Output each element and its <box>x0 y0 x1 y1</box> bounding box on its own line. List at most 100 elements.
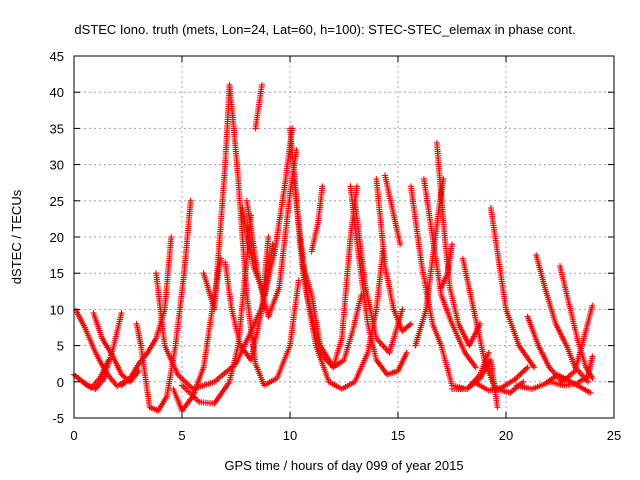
data-point <box>524 313 541 347</box>
data-point <box>436 178 447 211</box>
data-point <box>397 241 404 248</box>
data-point <box>503 306 522 347</box>
y-tick-label: 25 <box>50 194 64 209</box>
data-point <box>373 357 389 376</box>
data-point <box>79 378 93 390</box>
data-point <box>585 355 595 379</box>
data-point <box>498 377 516 391</box>
y-tick-label: 30 <box>50 158 64 173</box>
data-point <box>239 234 250 296</box>
y-tick-label: 5 <box>57 339 64 354</box>
data-point <box>174 371 195 391</box>
data-point <box>429 320 444 347</box>
data-point <box>222 259 235 311</box>
series-15 <box>243 147 300 320</box>
y-tick-label: 35 <box>50 121 64 136</box>
series-27 <box>412 176 447 349</box>
data-point <box>563 342 578 369</box>
data-point <box>407 320 414 327</box>
data-point <box>440 176 447 183</box>
data-point <box>118 310 125 317</box>
data-point <box>179 382 201 404</box>
data-point <box>258 81 265 88</box>
data-point <box>248 308 265 364</box>
data-point <box>172 272 187 349</box>
data-point <box>217 255 224 262</box>
data-point <box>155 395 169 414</box>
data-point <box>589 353 596 360</box>
data-point <box>317 342 336 369</box>
data-point <box>528 381 546 392</box>
data-point <box>287 279 302 349</box>
data-point <box>138 342 153 408</box>
data-point <box>541 284 559 325</box>
data-point <box>200 308 215 371</box>
series-14 <box>252 81 265 132</box>
data-point <box>580 386 592 395</box>
series-26 <box>433 139 484 349</box>
data-point <box>276 192 293 291</box>
data-point <box>265 286 282 320</box>
data-point <box>254 270 271 318</box>
data-point <box>587 389 594 396</box>
data-point <box>554 371 572 384</box>
data-point <box>472 364 479 371</box>
data-point <box>330 337 345 371</box>
data-point <box>300 270 319 347</box>
data-point <box>494 248 509 311</box>
series-17 <box>291 176 386 392</box>
data-point <box>438 342 455 387</box>
data-point <box>109 312 124 353</box>
data-point <box>384 368 400 378</box>
data-point <box>338 236 354 342</box>
data-point <box>196 399 216 407</box>
data-point <box>589 375 596 382</box>
x-tick-label: 15 <box>391 428 405 443</box>
data-point <box>444 243 455 277</box>
series-32 <box>470 364 531 394</box>
data-point <box>146 404 160 413</box>
data-point <box>353 183 360 190</box>
data-point <box>462 349 478 369</box>
series-29 <box>459 255 527 396</box>
series-19 <box>308 183 326 255</box>
data-point <box>535 342 552 369</box>
data-point <box>438 291 455 325</box>
series-12 <box>222 234 272 364</box>
y-tick-label: 45 <box>50 49 64 64</box>
plot-area <box>71 81 596 414</box>
data-point <box>533 252 548 289</box>
series-37 <box>546 353 596 389</box>
data-point <box>487 357 501 408</box>
x-axis-label: GPS time / hours of day 099 of year 2015 <box>224 458 463 473</box>
data-point <box>211 163 228 313</box>
data-point <box>228 306 243 347</box>
data-point <box>470 378 490 393</box>
series-31 <box>449 357 501 411</box>
data-point <box>235 176 246 238</box>
data-point <box>390 212 403 246</box>
data-point <box>181 199 194 277</box>
series-10 <box>200 81 233 313</box>
series-30 <box>487 205 538 371</box>
data-point <box>189 379 216 392</box>
data-point <box>373 250 386 313</box>
data-point <box>420 176 436 238</box>
series-11 <box>226 82 302 389</box>
series-23 <box>382 172 404 248</box>
data-point <box>477 358 493 382</box>
data-point <box>446 284 461 325</box>
data-point <box>269 241 276 248</box>
y-tick-label: -5 <box>52 411 64 426</box>
data-point <box>187 197 194 204</box>
series-16 <box>287 125 365 371</box>
data-point <box>364 320 379 361</box>
axis-ticks: 0 5 10 15 20 25 -5 0 5 10 15 20 25 30 35 40 45 <box>50 49 622 443</box>
data-point <box>395 351 409 374</box>
data-point <box>230 125 241 180</box>
data-point <box>252 84 265 132</box>
data-point <box>105 357 112 364</box>
chart-title: dSTEC Iono. truth (mets, Lon=24, Lat=60,… <box>74 22 575 37</box>
data-point <box>399 322 413 335</box>
data-point <box>373 176 388 267</box>
